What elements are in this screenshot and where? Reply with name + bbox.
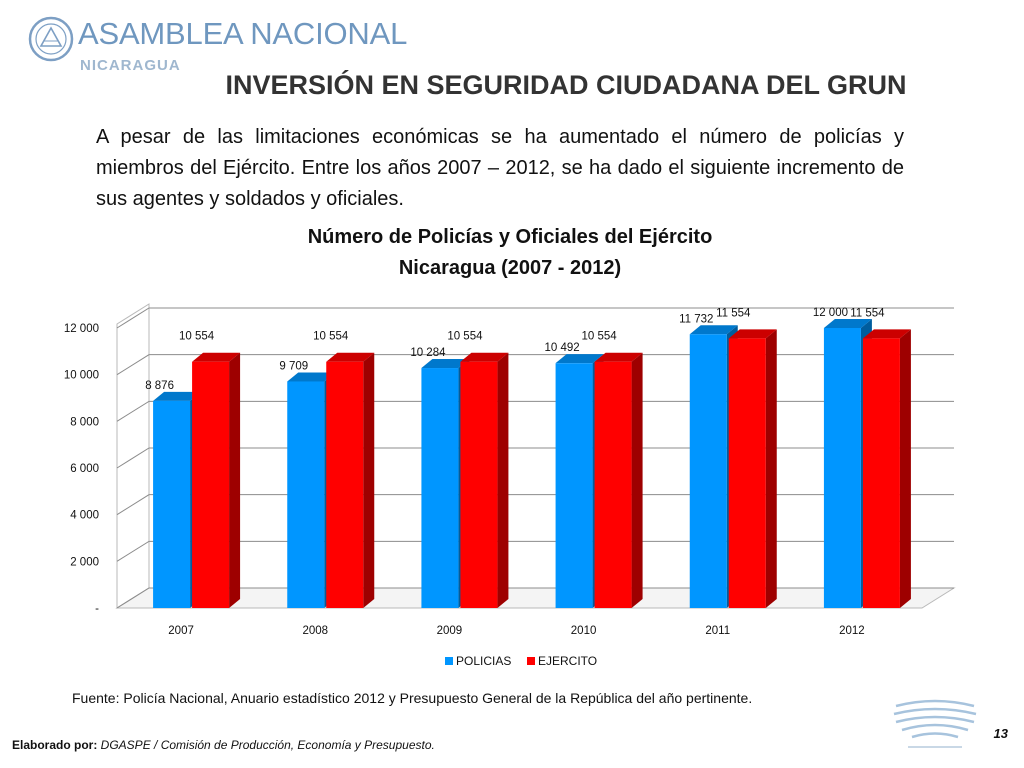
- page-number: 13: [993, 726, 1008, 741]
- org-name: ASAMBLEA NACIONAL: [78, 16, 408, 51]
- data-label-ejercito-2012: 11 554: [850, 307, 885, 319]
- x-category-label: 2007: [168, 625, 194, 637]
- org-subtitle: NICARAGUA: [80, 57, 181, 74]
- asamblea-seal-icon: [28, 16, 74, 62]
- data-label-policias-2009: 10 284: [410, 347, 446, 359]
- y-tick-label: 12 000: [64, 323, 99, 335]
- y-tick-label: -: [95, 603, 99, 615]
- bar-chart: Número de Policías y Oficiales del Ejérc…: [64, 226, 956, 668]
- data-label-policias-2007: 8 876: [145, 380, 174, 392]
- x-category-label: 2011: [705, 625, 730, 637]
- footer-credit-label: Elaborado por:: [12, 738, 98, 752]
- chart-title-line1: Número de Policías y Oficiales del Ejérc…: [308, 226, 713, 248]
- y-tick-label: 2 000: [70, 556, 99, 568]
- y-tick-label: 6 000: [70, 463, 99, 475]
- legend-swatch-policias: [445, 657, 453, 665]
- footer-credit: Elaborado por: DGASPE / Comisión de Prod…: [12, 738, 435, 752]
- gridline: [116, 540, 954, 562]
- legend-label-policias: POLICIAS: [456, 654, 511, 668]
- gridline: [116, 494, 954, 516]
- data-label-ejercito-2011: 11 554: [716, 307, 751, 319]
- chart-side-wall: [116, 303, 150, 609]
- chart-title-line2: Nicaragua (2007 - 2012): [399, 257, 621, 279]
- bar-ejercito-2011: [728, 329, 777, 608]
- bar-ejercito-2008: [326, 352, 375, 608]
- x-category-label: 2009: [437, 625, 463, 637]
- gridline: [116, 354, 954, 376]
- legend-label-ejercito: EJERCITO: [538, 654, 597, 668]
- bar-ejercito-2010: [594, 352, 643, 608]
- footer-credit-text: DGASPE / Comisión de Producción, Economí…: [97, 738, 435, 752]
- data-label-ejercito-2010: 10 554: [581, 331, 617, 343]
- data-label-policias-2008: 9 709: [279, 360, 308, 372]
- gridline: [116, 447, 954, 469]
- gridline: [116, 307, 954, 329]
- x-category-label: 2008: [302, 625, 328, 637]
- x-category-label: 2010: [571, 625, 597, 637]
- data-label-policias-2011: 11 732: [679, 313, 713, 325]
- y-tick-label: 8 000: [70, 416, 99, 428]
- parliament-logo-icon: [893, 699, 977, 748]
- gridline: [116, 400, 954, 422]
- data-label-ejercito-2007: 10 554: [179, 331, 215, 343]
- source-note: Fuente: Policía Nacional, Anuario estadí…: [72, 690, 753, 706]
- data-label-ejercito-2008: 10 554: [313, 331, 349, 343]
- bar-policias-2007: [153, 391, 202, 608]
- bar-ejercito-2012: [862, 329, 911, 608]
- data-label-ejercito-2009: 10 554: [447, 331, 483, 343]
- data-label-policias-2010: 10 492: [544, 342, 579, 354]
- slide-title: INVERSIÓN EN SEGURIDAD CIUDADANA DEL GRU…: [225, 70, 907, 100]
- intro-paragraph: A pesar de las limitaciones económicas s…: [96, 126, 904, 210]
- x-category-label: 2012: [839, 625, 865, 637]
- y-tick-label: 10 000: [64, 370, 99, 382]
- gridline: [116, 587, 954, 609]
- bar-ejercito-2009: [460, 352, 509, 608]
- legend-swatch-ejercito: [527, 657, 535, 665]
- data-label-policias-2012: 12 000: [813, 307, 848, 319]
- y-tick-label: 4 000: [70, 510, 99, 522]
- bar-ejercito-2007: [192, 352, 241, 608]
